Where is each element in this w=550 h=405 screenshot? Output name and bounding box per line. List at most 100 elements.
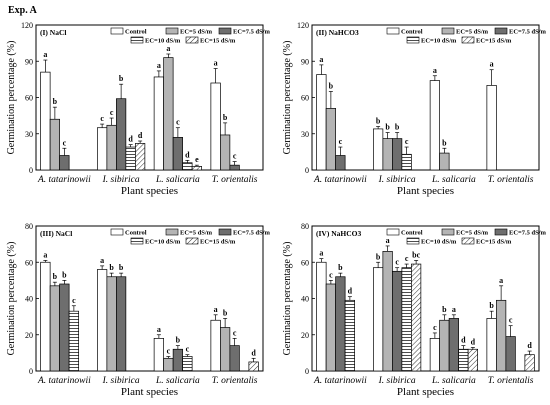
bar bbox=[344, 299, 355, 372]
bar bbox=[68, 310, 79, 372]
significance-letter: c bbox=[100, 114, 104, 123]
panel-3: 0 20 40 60 80 Germination percentage (%) Plant… bbox=[6, 222, 271, 398]
legend-swatch bbox=[441, 228, 455, 236]
significance-letter: a bbox=[214, 59, 218, 68]
legend-entry: EC=7.5 dS/m bbox=[509, 230, 547, 237]
legend-swatch bbox=[406, 237, 420, 245]
significance-letter: b bbox=[385, 123, 390, 132]
legend-entry: EC=15 dS/m bbox=[476, 38, 512, 45]
legend-swatch bbox=[406, 36, 420, 44]
bar bbox=[116, 276, 127, 372]
significance-letter: c bbox=[339, 137, 343, 146]
legend-entry: EC=15 dS/m bbox=[476, 239, 512, 246]
bar bbox=[220, 134, 231, 171]
y-tick-label: 40 bbox=[301, 295, 309, 304]
bar bbox=[153, 338, 164, 372]
x-tick-label: L. salicaria bbox=[431, 376, 476, 386]
significance-letter: b bbox=[329, 81, 334, 90]
x-tick-label: T. orientalis bbox=[212, 376, 258, 386]
significance-letter: c bbox=[329, 270, 333, 279]
bar bbox=[316, 74, 327, 171]
plot-frame bbox=[311, 24, 540, 171]
legend-swatch bbox=[130, 36, 144, 44]
bar bbox=[182, 162, 193, 171]
significance-letter: a bbox=[433, 66, 437, 75]
y-tick-label: 0 bbox=[305, 367, 309, 376]
bar bbox=[458, 348, 469, 372]
significance-letter: b bbox=[109, 263, 114, 272]
bar bbox=[448, 318, 459, 372]
significance-letter: b bbox=[489, 301, 494, 310]
significance-letter: b bbox=[338, 263, 343, 272]
bar bbox=[505, 336, 516, 372]
legend-entry: EC=7.5 dS/m bbox=[509, 29, 547, 36]
x-axis-label: Plant species bbox=[397, 185, 454, 197]
legend-swatch bbox=[386, 27, 400, 35]
significance-letter: a bbox=[490, 60, 494, 69]
significance-letter: d bbox=[461, 336, 466, 345]
x-tick-label: T. orientalis bbox=[488, 376, 534, 386]
bar bbox=[316, 261, 327, 372]
bar bbox=[439, 152, 450, 171]
significance-letter: c bbox=[233, 328, 237, 337]
significance-letter: d bbox=[471, 337, 476, 346]
y-tick-label: 30 bbox=[301, 130, 309, 139]
y-tick-label: 120 bbox=[21, 21, 33, 30]
panel-2: 0 30 60 90 120 Germination percentage (%) Plan… bbox=[282, 21, 547, 197]
bar bbox=[382, 251, 393, 372]
bar bbox=[439, 319, 450, 372]
x-tick-label: I. sibirica bbox=[102, 175, 140, 185]
y-tick-label: 60 bbox=[301, 258, 309, 267]
y-tick-label: 40 bbox=[25, 295, 33, 304]
significance-letter: a bbox=[43, 50, 47, 59]
bar bbox=[40, 71, 51, 171]
bar bbox=[373, 267, 384, 372]
significance-letter: c bbox=[72, 296, 76, 305]
y-tick-label: 80 bbox=[301, 222, 309, 231]
significance-letter: b bbox=[62, 270, 67, 279]
bar bbox=[49, 285, 60, 372]
bar bbox=[125, 146, 136, 171]
x-tick-label: I. sibirica bbox=[102, 376, 140, 386]
y-tick-label: 30 bbox=[25, 130, 33, 139]
bar bbox=[40, 261, 51, 372]
y-tick-label: 0 bbox=[29, 166, 33, 175]
legend-entry: Control bbox=[125, 230, 147, 237]
bar bbox=[373, 128, 384, 171]
significance-letter: a bbox=[157, 61, 161, 70]
bar bbox=[382, 138, 393, 171]
legend-entry: EC=15 dS/m bbox=[200, 38, 236, 45]
significance-letter: a bbox=[499, 276, 503, 285]
bar bbox=[335, 155, 346, 171]
legend-swatch bbox=[494, 27, 508, 35]
figure-label: Exp. A bbox=[8, 5, 38, 16]
significance-letter: d bbox=[527, 341, 532, 350]
significance-letter: b bbox=[395, 123, 400, 132]
bar bbox=[191, 166, 202, 171]
bar bbox=[401, 153, 412, 171]
bar bbox=[163, 57, 174, 171]
x-axis-label: Plant species bbox=[121, 386, 178, 398]
significance-letter: c bbox=[233, 152, 237, 161]
x-tick-label: T. orientalis bbox=[212, 175, 258, 185]
legend-swatch bbox=[185, 36, 199, 44]
y-tick-label: 60 bbox=[25, 94, 33, 103]
bar bbox=[229, 164, 240, 171]
significance-letter: c bbox=[509, 316, 513, 325]
panel-1: 0 30 60 90 120 Germination percentage (%) Plan… bbox=[6, 21, 271, 197]
bar bbox=[220, 327, 231, 372]
significance-letter: b bbox=[53, 97, 58, 106]
bar bbox=[486, 318, 497, 372]
significance-letter: e bbox=[195, 155, 199, 164]
legend-swatch bbox=[461, 237, 475, 245]
x-tick-label: L. salicaria bbox=[155, 376, 200, 386]
y-axis-label: Germination percentage (%) bbox=[6, 242, 17, 356]
bar bbox=[524, 354, 535, 372]
significance-letter: a bbox=[43, 250, 47, 259]
bar bbox=[172, 137, 183, 171]
significance-letter: b bbox=[442, 305, 447, 314]
legend-entry: EC=5 dS/m bbox=[180, 230, 213, 237]
legend-entry: EC=10 dS/m bbox=[421, 239, 457, 246]
